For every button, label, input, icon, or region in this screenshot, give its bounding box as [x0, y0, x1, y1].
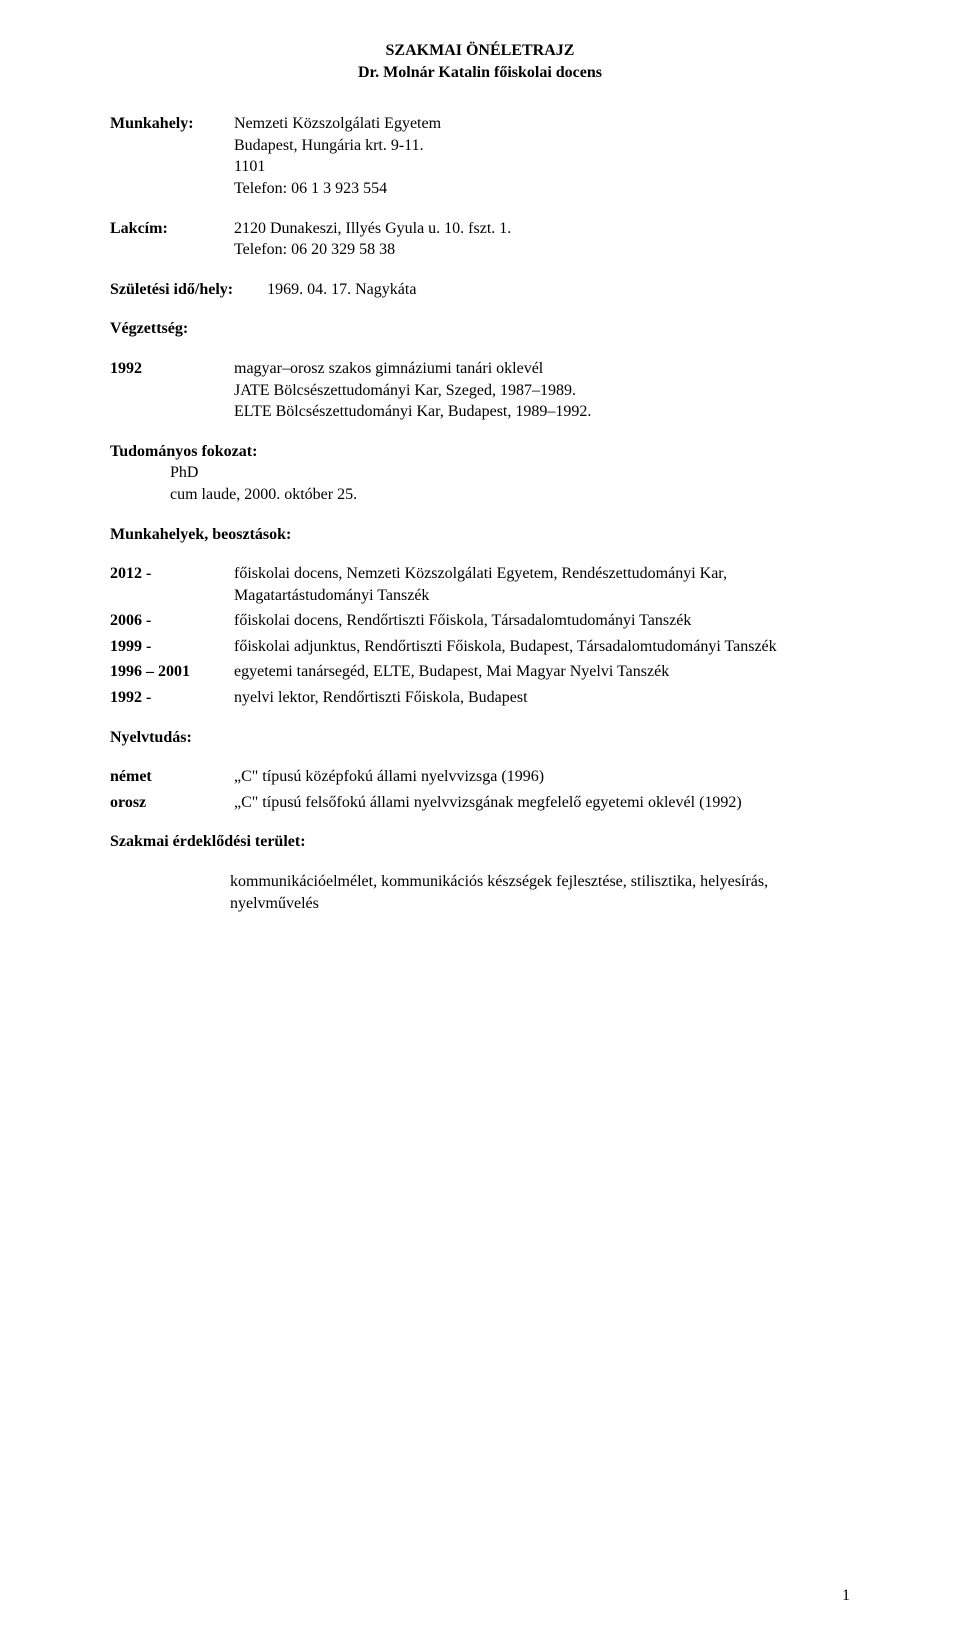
birth-label: Születési idő/hely: [110, 279, 233, 301]
positions-list: 2012 - főiskolai docens, Nemzeti Közszol… [110, 563, 850, 709]
language-row: német „C" típusú középfokú állami nyelvv… [110, 766, 850, 788]
workplace-row: Munkahely: Nemzeti Közszolgálati Egyetem… [110, 113, 850, 199]
cv-page: SZAKMAI ÖNÉLETRAJZ Dr. Molnár Katalin fő… [0, 0, 960, 1647]
language-desc: „C" típusú középfokú állami nyelvvizsga … [234, 766, 844, 788]
interest-label: Szakmai érdeklődési terület: [110, 831, 306, 853]
address-line2: Telefon: 06 20 329 58 38 [234, 241, 395, 258]
languages-label-row: Nyelvtudás: [110, 727, 850, 749]
position-row: 2006 - főiskolai docens, Rendőrtiszti Fő… [110, 610, 850, 632]
education-row: 1992 magyar–orosz szakos gimnáziumi taná… [110, 358, 850, 423]
title-line-1: SZAKMAI ÖNÉLETRAJZ [110, 40, 850, 62]
page-number: 1 [842, 1585, 850, 1607]
position-row: 1999 - főiskolai adjunktus, Rendőrtiszti… [110, 636, 850, 658]
position-year: 2006 - [110, 610, 230, 632]
language-desc: „C" típusú felsőfokú állami nyelvvizsgán… [234, 792, 844, 814]
position-year: 2012 - [110, 563, 230, 585]
position-desc: főiskolai adjunktus, Rendőrtiszti Főisko… [234, 636, 844, 658]
language-row: orosz „C" típusú felsőfokú állami nyelvv… [110, 792, 850, 814]
degree-body: PhD cum laude, 2000. október 25. [170, 462, 850, 505]
address-line1: 2120 Dunakeszi, Illyés Gyula u. 10. fszt… [234, 220, 511, 237]
education-label-row: Végzettség: [110, 318, 850, 340]
birth-value: 1969. 04. 17. Nagykáta [267, 281, 416, 298]
language-name: orosz [110, 792, 230, 814]
degree-row: Tudományos fokozat: PhD cum laude, 2000.… [110, 441, 850, 506]
position-desc: nyelvi lektor, Rendőrtiszti Főiskola, Bu… [234, 687, 844, 709]
title-block: SZAKMAI ÖNÉLETRAJZ Dr. Molnár Katalin fő… [110, 40, 850, 83]
positions-label: Munkahelyek, beosztások: [110, 524, 291, 546]
position-year: 1999 - [110, 636, 230, 658]
positions-label-row: Munkahelyek, beosztások: [110, 524, 850, 546]
workplace-line3: 1101 [234, 158, 265, 175]
workplace-value: Nemzeti Közszolgálati Egyetem Budapest, … [234, 113, 844, 199]
birth-row: Születési idő/hely: 1969. 04. 17. Nagyká… [110, 279, 850, 301]
interest-text: kommunikációelmélet, kommunikációs készs… [230, 871, 850, 914]
position-desc: főiskolai docens, Nemzeti Közszolgálati … [234, 563, 844, 606]
position-row: 2012 - főiskolai docens, Nemzeti Közszol… [110, 563, 850, 606]
education-year: 1992 [110, 358, 230, 380]
address-value: 2120 Dunakeszi, Illyés Gyula u. 10. fszt… [234, 218, 844, 261]
language-name: német [110, 766, 230, 788]
degree-line1: PhD [170, 464, 198, 481]
address-row: Lakcím: 2120 Dunakeszi, Illyés Gyula u. … [110, 218, 850, 261]
interest-label-row: Szakmai érdeklődési terület: [110, 831, 850, 853]
interest-text-block: kommunikációelmélet, kommunikációs készs… [230, 871, 850, 914]
education-line2: JATE Bölcsészettudományi Kar, Szeged, 19… [234, 382, 576, 399]
address-label: Lakcím: [110, 218, 230, 240]
languages-list: német „C" típusú középfokú állami nyelvv… [110, 766, 850, 813]
education-line1: magyar–orosz szakos gimnáziumi tanári ok… [234, 360, 543, 377]
position-row: 1996 – 2001 egyetemi tanársegéd, ELTE, B… [110, 661, 850, 683]
degree-line2: cum laude, 2000. október 25. [170, 486, 357, 503]
position-desc: főiskolai docens, Rendőrtiszti Főiskola,… [234, 610, 844, 632]
workplace-line1: Nemzeti Közszolgálati Egyetem [234, 115, 441, 132]
workplace-label: Munkahely: [110, 113, 230, 135]
position-year: 1992 - [110, 687, 230, 709]
position-year: 1996 – 2001 [110, 661, 230, 683]
title-line-2: Dr. Molnár Katalin főiskolai docens [110, 62, 850, 84]
position-desc: egyetemi tanársegéd, ELTE, Budapest, Mai… [234, 661, 844, 683]
position-row: 1992 - nyelvi lektor, Rendőrtiszti Főisk… [110, 687, 850, 709]
degree-label: Tudományos fokozat: [110, 441, 257, 463]
workplace-line2: Budapest, Hungária krt. 9-11. [234, 137, 424, 154]
workplace-line4: Telefon: 06 1 3 923 554 [234, 180, 387, 197]
education-label: Végzettség: [110, 318, 188, 340]
education-line3: ELTE Bölcsészettudományi Kar, Budapest, … [234, 403, 591, 420]
languages-label: Nyelvtudás: [110, 727, 192, 749]
education-desc: magyar–orosz szakos gimnáziumi tanári ok… [234, 358, 844, 423]
